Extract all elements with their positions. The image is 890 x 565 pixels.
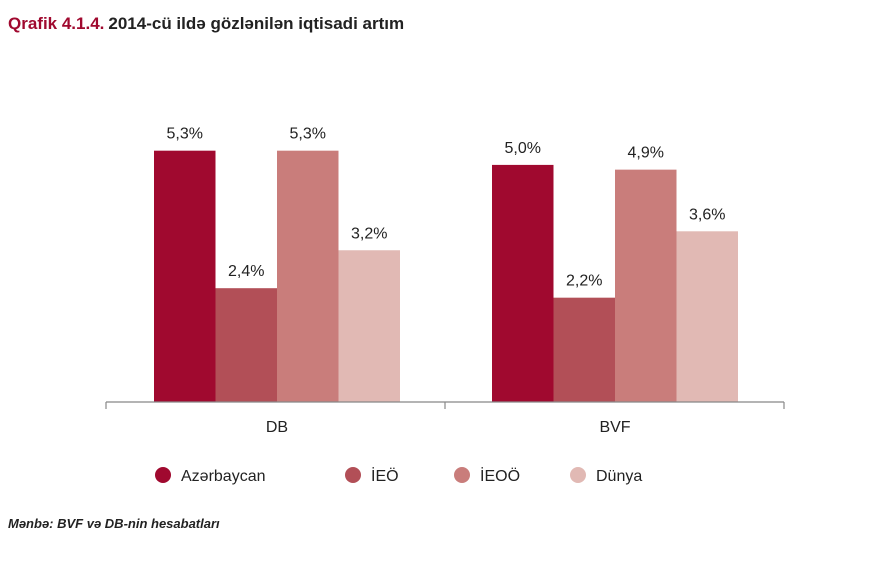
legend-label-1: Azərbaycan [181, 468, 266, 485]
bar-db-1 [154, 150, 216, 402]
bar-label-bvf-4: 3,6% [689, 206, 725, 223]
bar-label-db-4: 3,2% [351, 225, 387, 242]
source-note: Mənbə: BVF və DB-nin hesabatları [8, 516, 220, 531]
chart-title: Qrafik 4.1.4. 2014-cü ildə gözlənilən iqt… [8, 14, 404, 34]
bar-db-4 [338, 250, 400, 402]
category-label-db: DB [266, 419, 288, 436]
legend-label-2: İEÖ [371, 466, 399, 485]
category-label-bvf: BVF [599, 419, 630, 436]
bar-bvf-1 [492, 164, 554, 402]
legend-label-3: İEOÖ [480, 466, 520, 485]
bar-label-db-2: 2,4% [228, 263, 264, 280]
chart-title-text: 2014-cü ildə gözlənilən iqtisadi artım [108, 14, 405, 33]
bar-bvf-3 [615, 169, 677, 402]
bar-bvf-4 [676, 231, 738, 402]
bar-db-2 [215, 288, 277, 402]
legend-label-4: Dünya [596, 468, 642, 485]
bar-label-bvf-3: 4,9% [628, 145, 664, 162]
bar-label-bvf-1: 5,0% [505, 140, 541, 157]
bar-label-db-1: 5,3% [167, 126, 203, 143]
legend-marker-4 [570, 467, 586, 483]
chart-title-prefix: Qrafik 4.1.4. [8, 14, 105, 33]
bar-chart: 5,3% 5,0% 2,4% 2,2% 5,3% 4,9% 3,2% 3,6% DB BVF Azə… [105, 126, 785, 485]
bar-label-db-3: 5,3% [290, 126, 326, 143]
bar-bvf-2 [553, 297, 615, 402]
bar-db-3 [277, 150, 339, 402]
legend-marker-2 [345, 467, 361, 483]
legend-marker-3 [454, 467, 470, 483]
legend-marker-1 [155, 467, 171, 483]
bar-label-bvf-2: 2,2% [566, 273, 602, 290]
